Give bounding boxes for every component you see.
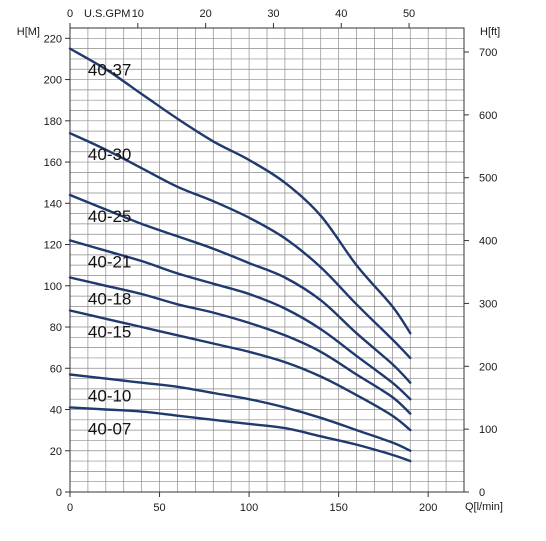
x-top-tick-label: 10: [132, 8, 144, 20]
y-right-tick-label: 100: [479, 424, 497, 436]
y-left-tick-label: 120: [44, 240, 62, 252]
series-line-40-15: [68, 309, 412, 432]
series-line-40-07: [68, 406, 412, 463]
y-left-tick-label: 200: [44, 75, 62, 87]
y-left-tick-label: 40: [50, 405, 62, 417]
series-label-40-10: 40-10: [88, 386, 131, 405]
series-label-40-18: 40-18: [88, 290, 131, 309]
series-label-40-15: 40-15: [88, 323, 131, 342]
y-right-tick-label: 700: [479, 47, 497, 59]
series-line-40-18: [68, 276, 412, 415]
y-left-axis-title: H[M]: [17, 26, 40, 38]
y-left-tick-label: 0: [56, 487, 62, 499]
y-right-tick-label: 0: [479, 487, 485, 499]
series-label-40-25: 40-25: [88, 207, 131, 226]
x-bottom-tick-label: 0: [67, 502, 73, 514]
y-left-tick-label: 140: [44, 198, 62, 210]
series-line-40-30: [68, 132, 412, 360]
series-line-40-10: [68, 373, 412, 452]
y-right-tick-label: 500: [479, 173, 497, 185]
y-left-tick-label: 100: [44, 281, 62, 293]
x-top-tick-label: 40: [335, 8, 347, 20]
y-right-tick-label: 400: [479, 236, 497, 248]
y-right-tick-label: 300: [479, 298, 497, 310]
y-right-tick-label: 600: [479, 110, 497, 122]
y-left-tick-label: 80: [50, 322, 62, 334]
series-lines: [68, 47, 412, 463]
series-line-40-21: [68, 239, 412, 401]
series-label-40-30: 40-30: [88, 145, 131, 164]
series-labels: 40-37 40-30 40-25 40-21 40-18 40-15 40-10 40-07: [88, 61, 131, 439]
x-top-tick-label: 30: [267, 8, 279, 20]
x-top-tick-label: 20: [200, 8, 212, 20]
x-top-axis-title: U.S.GPM: [84, 8, 130, 20]
y-left-tick-label: 160: [44, 157, 62, 169]
y-right-tick-label: 200: [479, 361, 497, 373]
x-bottom-axis-title: Q[l/min]: [465, 501, 503, 513]
series-line-40-25: [68, 193, 412, 384]
series-line-40-37: [68, 47, 412, 335]
x-bottom-tick-label: 200: [419, 502, 437, 514]
x-top-tick-label: 0: [67, 8, 73, 20]
series-label-40-07: 40-07: [88, 419, 131, 438]
series-label-40-21: 40-21: [88, 252, 131, 271]
y-left-tick-label: 180: [44, 116, 62, 128]
y-left-tick-label: 20: [50, 446, 62, 458]
y-left-tick-label: 220: [44, 33, 62, 45]
x-bottom-tick-label: 50: [153, 502, 165, 514]
x-top-tick-label: 50: [403, 8, 415, 20]
y-left-tick-label: 60: [50, 363, 62, 375]
x-bottom-tick-label: 150: [329, 502, 347, 514]
series-label-40-37: 40-37: [88, 61, 131, 80]
y-right-axis-title: H[ft]: [480, 26, 500, 38]
x-bottom-tick-label: 100: [240, 502, 258, 514]
plot-frame: [69, 27, 465, 493]
